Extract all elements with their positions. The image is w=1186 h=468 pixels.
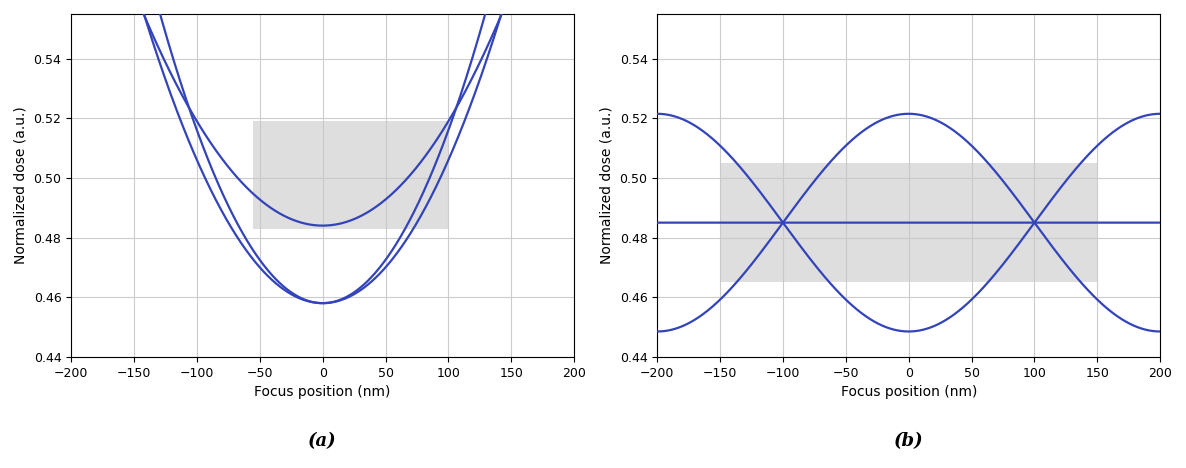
Text: (b): (b): [894, 432, 924, 450]
Y-axis label: Normalized dose (a.u.): Normalized dose (a.u.): [600, 107, 614, 264]
Y-axis label: Normalized dose (a.u.): Normalized dose (a.u.): [14, 107, 28, 264]
X-axis label: Focus position (nm): Focus position (nm): [841, 385, 977, 399]
Bar: [720, 163, 1097, 282]
X-axis label: Focus position (nm): Focus position (nm): [255, 385, 391, 399]
Text: (a): (a): [308, 432, 337, 450]
Bar: [254, 121, 448, 228]
